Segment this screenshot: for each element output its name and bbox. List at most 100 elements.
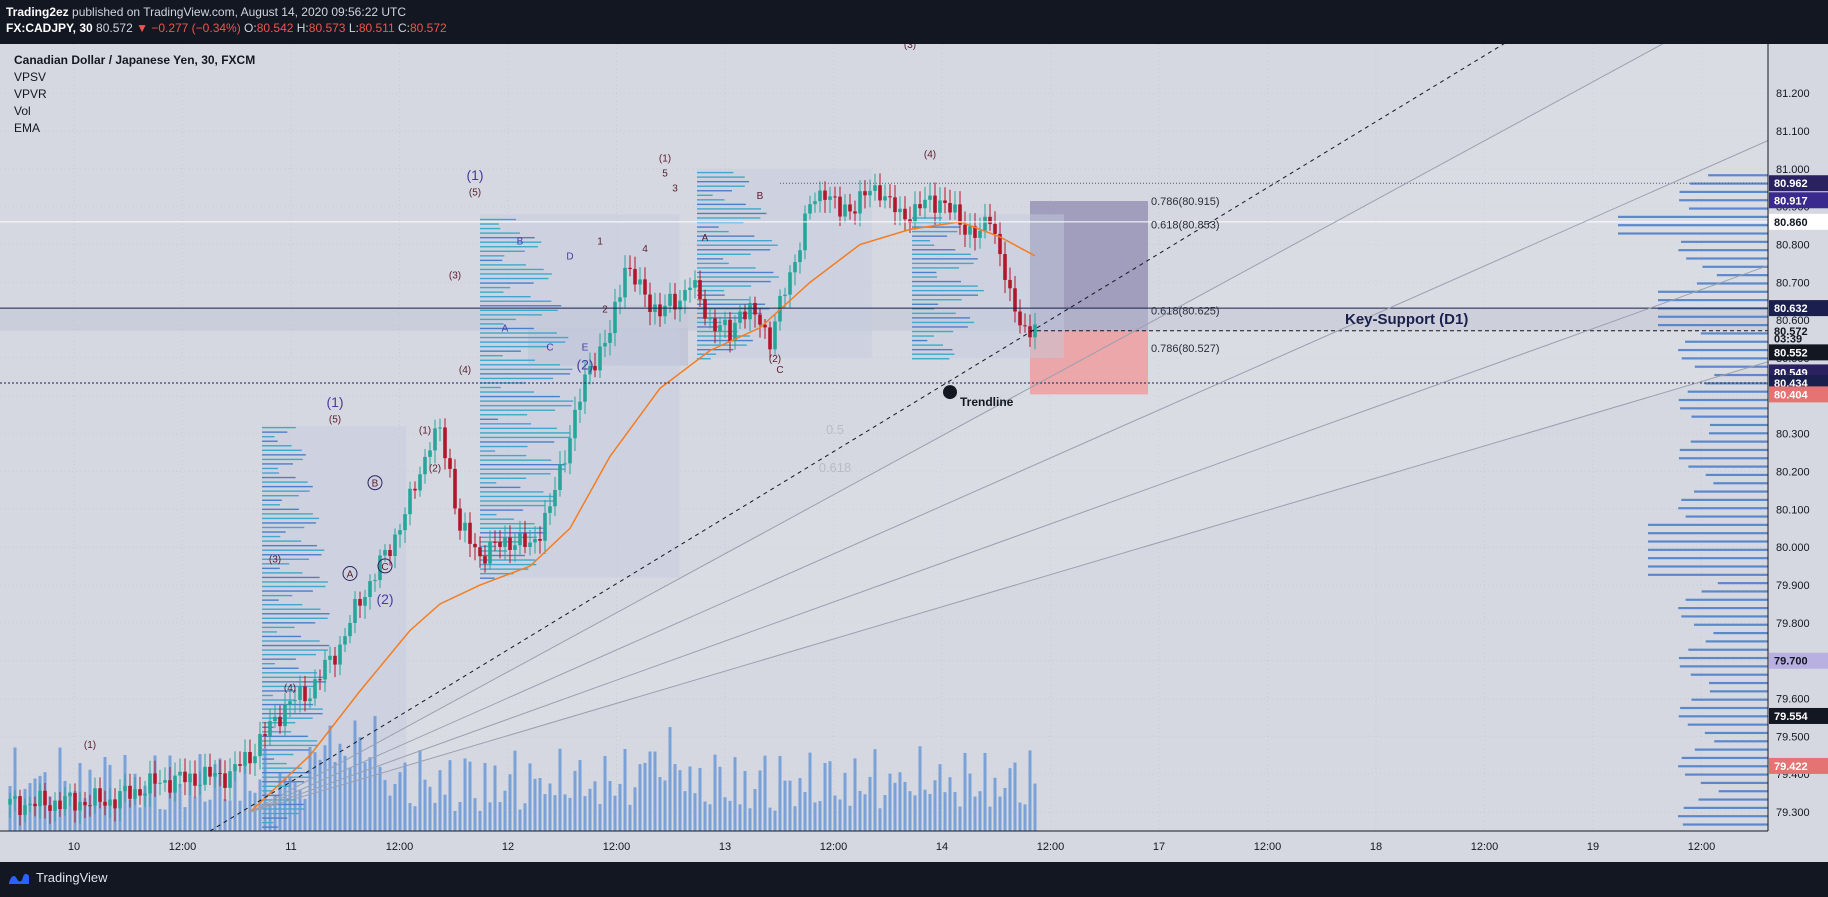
time-axis[interactable]: 10 12:00 11 12:00 12 12:00 13 12:00 14 12:00 17 12:…: [0, 830, 1768, 862]
indicator-ema[interactable]: EMA: [14, 121, 41, 135]
tradingview-brand[interactable]: TradingView: [8, 870, 108, 885]
session-profile-bar: [480, 441, 555, 443]
volume-bar: [463, 758, 467, 831]
session-profile-bar: [697, 289, 725, 292]
fib-label: 0.618(80.853): [1151, 219, 1220, 231]
price-axis[interactable]: 81.20081.10081.00080.90080.80080.70080.6…: [1767, 44, 1828, 862]
volume-bar: [588, 788, 592, 831]
candle-body: [288, 701, 292, 705]
candle-body: [598, 346, 602, 371]
candle-body: [863, 191, 867, 196]
candle-body: [1013, 288, 1017, 312]
price-tick-label: 80.100: [1776, 504, 1810, 516]
volume-bar: [213, 764, 217, 831]
volume-bar: [718, 766, 722, 831]
candle-body: [738, 311, 742, 323]
candle-body: [453, 468, 457, 509]
vpvr-bar: [1618, 232, 1768, 235]
price-tick-label: 81.100: [1776, 126, 1810, 138]
volume-bar: [478, 810, 482, 831]
volume-bar: [808, 752, 812, 831]
session-profile-bar: [480, 504, 545, 507]
candle-body: [398, 530, 402, 535]
candle-body: [363, 596, 367, 606]
vpvr-bar: [1680, 706, 1768, 710]
candle-body: [913, 204, 917, 223]
session-profile-bar: [262, 513, 313, 515]
session-profile-bar: [262, 681, 327, 683]
indicator-vol[interactable]: Vol: [14, 104, 31, 118]
session-profile-bar: [697, 330, 738, 333]
candle-body: [983, 216, 987, 231]
session-profile-bar: [262, 708, 323, 710]
wave-label: (1): [466, 167, 483, 183]
session-profile-bar: [697, 294, 725, 296]
session-profile-bar: [262, 454, 306, 456]
vpvr-bar: [1685, 515, 1768, 518]
candle-body: [883, 196, 887, 201]
volume-bar: [843, 772, 847, 831]
indicator-vpsv[interactable]: VPSV: [14, 70, 47, 84]
volume-bar: [533, 778, 537, 831]
candle-body: [813, 201, 817, 205]
session-profile-bar: [262, 803, 304, 806]
candle-body: [298, 686, 302, 701]
candle-body: [213, 772, 217, 777]
indicator-vpvr[interactable]: VPVR: [14, 87, 47, 101]
volume-bar: [318, 759, 322, 831]
volume-bar: [968, 773, 972, 831]
publisher-name[interactable]: Trading2ez: [6, 5, 69, 19]
volume-bar: [223, 799, 227, 831]
volume-bar: [573, 770, 577, 831]
session-profile-bar: [262, 585, 326, 588]
candle-body: [718, 325, 722, 332]
volume-bar: [778, 755, 782, 831]
vpvr-bar: [1705, 640, 1768, 643]
session-profile-bar: [262, 544, 317, 547]
session-profile-bar: [262, 440, 278, 442]
session-profile-bar: [262, 640, 320, 642]
candle-body: [223, 773, 227, 788]
session-profile-bar: [480, 541, 519, 543]
vpvr-bar: [1714, 740, 1768, 743]
volume-bar: [58, 747, 62, 831]
close-value: 80.572: [409, 21, 447, 35]
candle-body: [148, 773, 152, 794]
volume-bar: [598, 804, 602, 831]
session-profile-bar: [912, 330, 954, 333]
session-profile-bar: [697, 180, 750, 183]
time-tick-label: 18: [1370, 841, 1382, 853]
vpvr-bar: [1679, 190, 1768, 194]
volume-bar: [918, 746, 922, 831]
price-label-bg: [1769, 386, 1828, 403]
candle-body: [393, 534, 397, 557]
session-profile-bar: [262, 481, 308, 483]
candle-body: [168, 780, 172, 793]
session-profile-bar: [480, 550, 508, 552]
candle-body: [868, 190, 872, 196]
session-profile-bar: [480, 246, 538, 248]
session-profile-bar: [262, 549, 325, 551]
vpvr-bar: [1694, 623, 1768, 626]
fan-zone: [250, 44, 1828, 813]
volume-bar: [333, 761, 337, 831]
session-profile-bar: [262, 794, 283, 797]
candle-body: [113, 799, 117, 809]
ema-path: [249, 221, 1036, 813]
open-value: 80.542: [256, 21, 294, 35]
volume-bar: [163, 809, 167, 831]
wave-circle: [367, 475, 383, 491]
candle-body: [368, 581, 372, 597]
candle-body: [103, 801, 107, 806]
session-profile-bar: [697, 303, 766, 305]
price-label-bg: [1769, 192, 1828, 209]
time-tick-label: 12:00: [1037, 841, 1065, 853]
price-tick-label: 80.000: [1776, 542, 1810, 554]
price-label-bg: [1769, 707, 1828, 724]
volume-bar: [128, 799, 132, 831]
price-chart[interactable]: (1)(4)(3)(1)(5)BAC(2)(1)(2)(4)(3)(1)(5)A…: [0, 44, 1828, 862]
session-profile-bar: [262, 753, 294, 756]
candle-body: [788, 272, 792, 295]
session-profile-bar: [697, 339, 753, 342]
candle-body: [713, 318, 717, 332]
